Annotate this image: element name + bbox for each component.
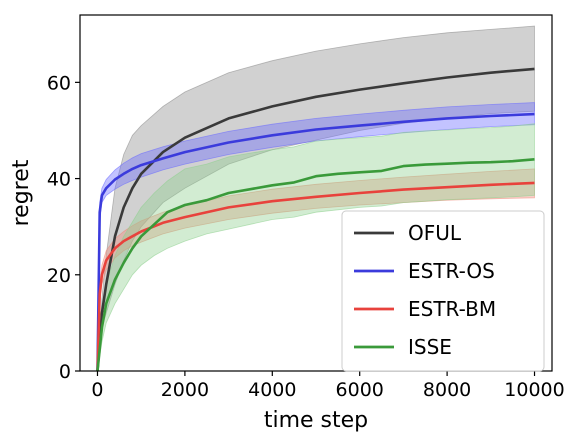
x-tick-label: 4000 [248,379,296,401]
x-axis-ticks: 0 2000 4000 6000 8000 10000 [91,371,565,401]
y-tick-label: 20 [47,265,71,287]
legend-label-oful: OFUL [408,221,462,245]
x-tick-label: 0 [91,379,103,401]
legend: OFUL ESTR-OS ESTR-BM ISSE [341,210,545,372]
legend-label-estr-os: ESTR-OS [408,259,495,283]
y-axis-ticks: 0 20 40 60 [47,72,80,383]
y-tick-label: 0 [59,361,71,383]
x-tick-label: 10000 [504,379,564,401]
series-lines [96,67,535,372]
band-estr-os [97,102,535,372]
legend-box [341,210,545,372]
x-axis-label: time step [264,408,368,433]
line-estr-bm [96,181,535,372]
x-tick-label: 8000 [423,379,471,401]
line-isse [96,158,535,372]
y-tick-label: 40 [47,169,71,191]
legend-label-estr-bm: ESTR-BM [408,297,496,321]
y-axis-label: regret [9,159,34,226]
line-estr-os [96,112,535,372]
x-tick-label: 2000 [161,379,209,401]
legend-label-isse: ISSE [408,335,452,359]
y-tick-label: 60 [47,72,71,94]
x-tick-label: 6000 [336,379,384,401]
plot-frame [79,14,553,372]
